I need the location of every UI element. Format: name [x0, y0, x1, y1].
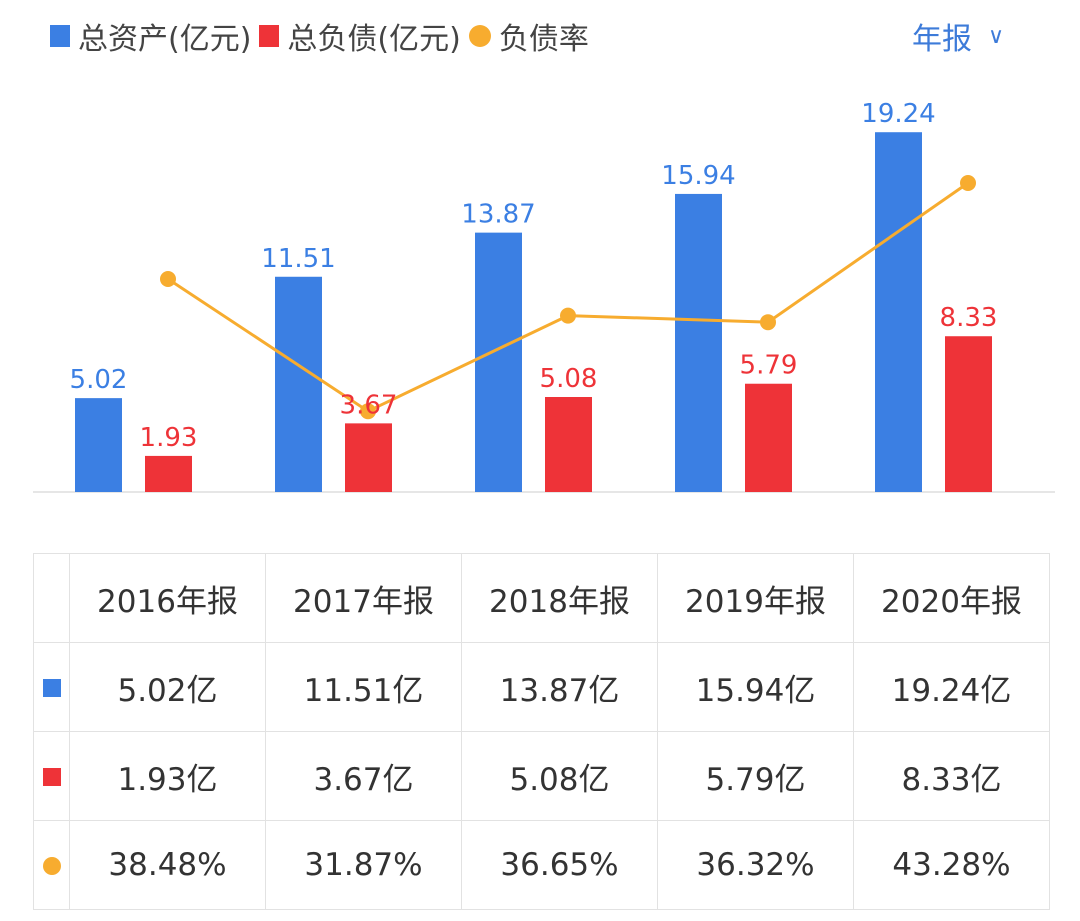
table-cell: 19.24亿	[853, 642, 1050, 732]
table-cell: 1.93亿	[69, 731, 266, 821]
table-row-debt-ratio: 38.48% 31.87% 36.65% 36.32% 43.28%	[33, 820, 1050, 910]
table-cell: 31.87%	[265, 820, 462, 910]
table-cell: 3.67亿	[265, 731, 462, 821]
table-cell: 15.94亿	[657, 642, 854, 732]
period-label: 年报	[912, 22, 972, 57]
legend-label: 总资产(亿元)	[78, 22, 252, 57]
header-cell: 2020年报	[853, 553, 1050, 643]
orange-dot-icon	[42, 857, 61, 875]
chart: 5.02 11.51 13.87 15.94 19.24 1.93 3.67 5.08 5.79…	[33, 99, 1055, 493]
table-cell: 5.79亿	[657, 731, 854, 821]
empty-corner-cell	[33, 553, 70, 643]
table-row-total-assets: 5.02亿 11.51亿 13.87亿 15.94亿 19.24亿	[33, 642, 1050, 732]
chevron-down-icon: ∨	[988, 23, 1005, 49]
debt-ratio-point	[560, 307, 576, 324]
header-cell: 2019年报	[657, 553, 854, 643]
orange-dot-icon	[468, 25, 491, 47]
debt-ratio-point	[760, 314, 776, 331]
header-cell: 2017年报	[265, 553, 462, 643]
debt-ratio-point	[960, 175, 976, 191]
red-square-icon	[259, 25, 280, 47]
header-cell: 2016年报	[69, 553, 266, 643]
period-selector[interactable]: 年报 ∨	[912, 14, 1004, 58]
legend-item-total-liabilities[interactable]: 总负债(亿元)	[259, 14, 461, 58]
bar-value-label: 8.33	[940, 303, 998, 333]
bar-value-label: 5.08	[540, 364, 598, 394]
data-table: 2016年报 2017年报 2018年报 2019年报 2020年报 5.02亿…	[33, 553, 1050, 910]
table-cell: 36.32%	[657, 820, 854, 910]
blue-square-icon	[50, 25, 70, 47]
table-cell: 43.28%	[853, 820, 1050, 910]
bar-assets	[75, 398, 122, 492]
table-cell: 5.08亿	[461, 731, 658, 821]
red-square-icon	[42, 768, 61, 786]
table-row-total-liabilities: 1.93亿 3.67亿 5.08亿 5.79亿 8.33亿	[33, 731, 1050, 821]
legend-label: 总负债(亿元)	[287, 22, 461, 57]
blue-square-icon	[42, 679, 61, 697]
bar-value-label: 15.94	[661, 161, 735, 191]
bar-assets	[875, 132, 922, 492]
debt-ratio-point	[360, 403, 376, 420]
header-cell: 2018年报	[461, 553, 658, 643]
bar-value-label: 5.02	[70, 365, 128, 395]
bar-assets	[675, 193, 722, 492]
bar-value-label: 3.67	[340, 390, 398, 420]
table-cell: 36.65%	[461, 820, 658, 910]
bar-value-label: 13.87	[461, 200, 535, 230]
table-cell: 5.02亿	[69, 642, 266, 732]
table-cell: 13.87亿	[461, 642, 658, 732]
bar-value-label: 1.93	[140, 423, 198, 453]
table-cell: 11.51亿	[265, 642, 462, 732]
bar-liabilities	[945, 336, 992, 492]
bar-liabilities	[145, 455, 192, 492]
table-cell: 38.48%	[69, 820, 266, 910]
bar-value-label: 19.24	[861, 99, 935, 129]
bar-value-label: 11.51	[261, 244, 335, 274]
bar-assets	[475, 232, 522, 493]
table-header-row: 2016年报 2017年报 2018年报 2019年报 2020年报	[33, 553, 1050, 643]
debt-ratio-point	[160, 271, 176, 287]
bar-liabilities	[345, 423, 392, 492]
bar-assets	[275, 276, 322, 492]
legend-item-total-assets[interactable]: 总资产(亿元)	[50, 14, 251, 58]
table-cell: 8.33亿	[853, 731, 1050, 821]
legend-label: 负债率	[498, 22, 589, 57]
legend: 总资产(亿元) 总负债(亿元) 负债率	[50, 14, 597, 58]
bar-liabilities	[745, 383, 792, 492]
bar-value-label: 5.79	[740, 351, 798, 381]
bar-liabilities	[545, 397, 592, 492]
legend-item-debt-ratio[interactable]: 负债率	[468, 14, 589, 58]
